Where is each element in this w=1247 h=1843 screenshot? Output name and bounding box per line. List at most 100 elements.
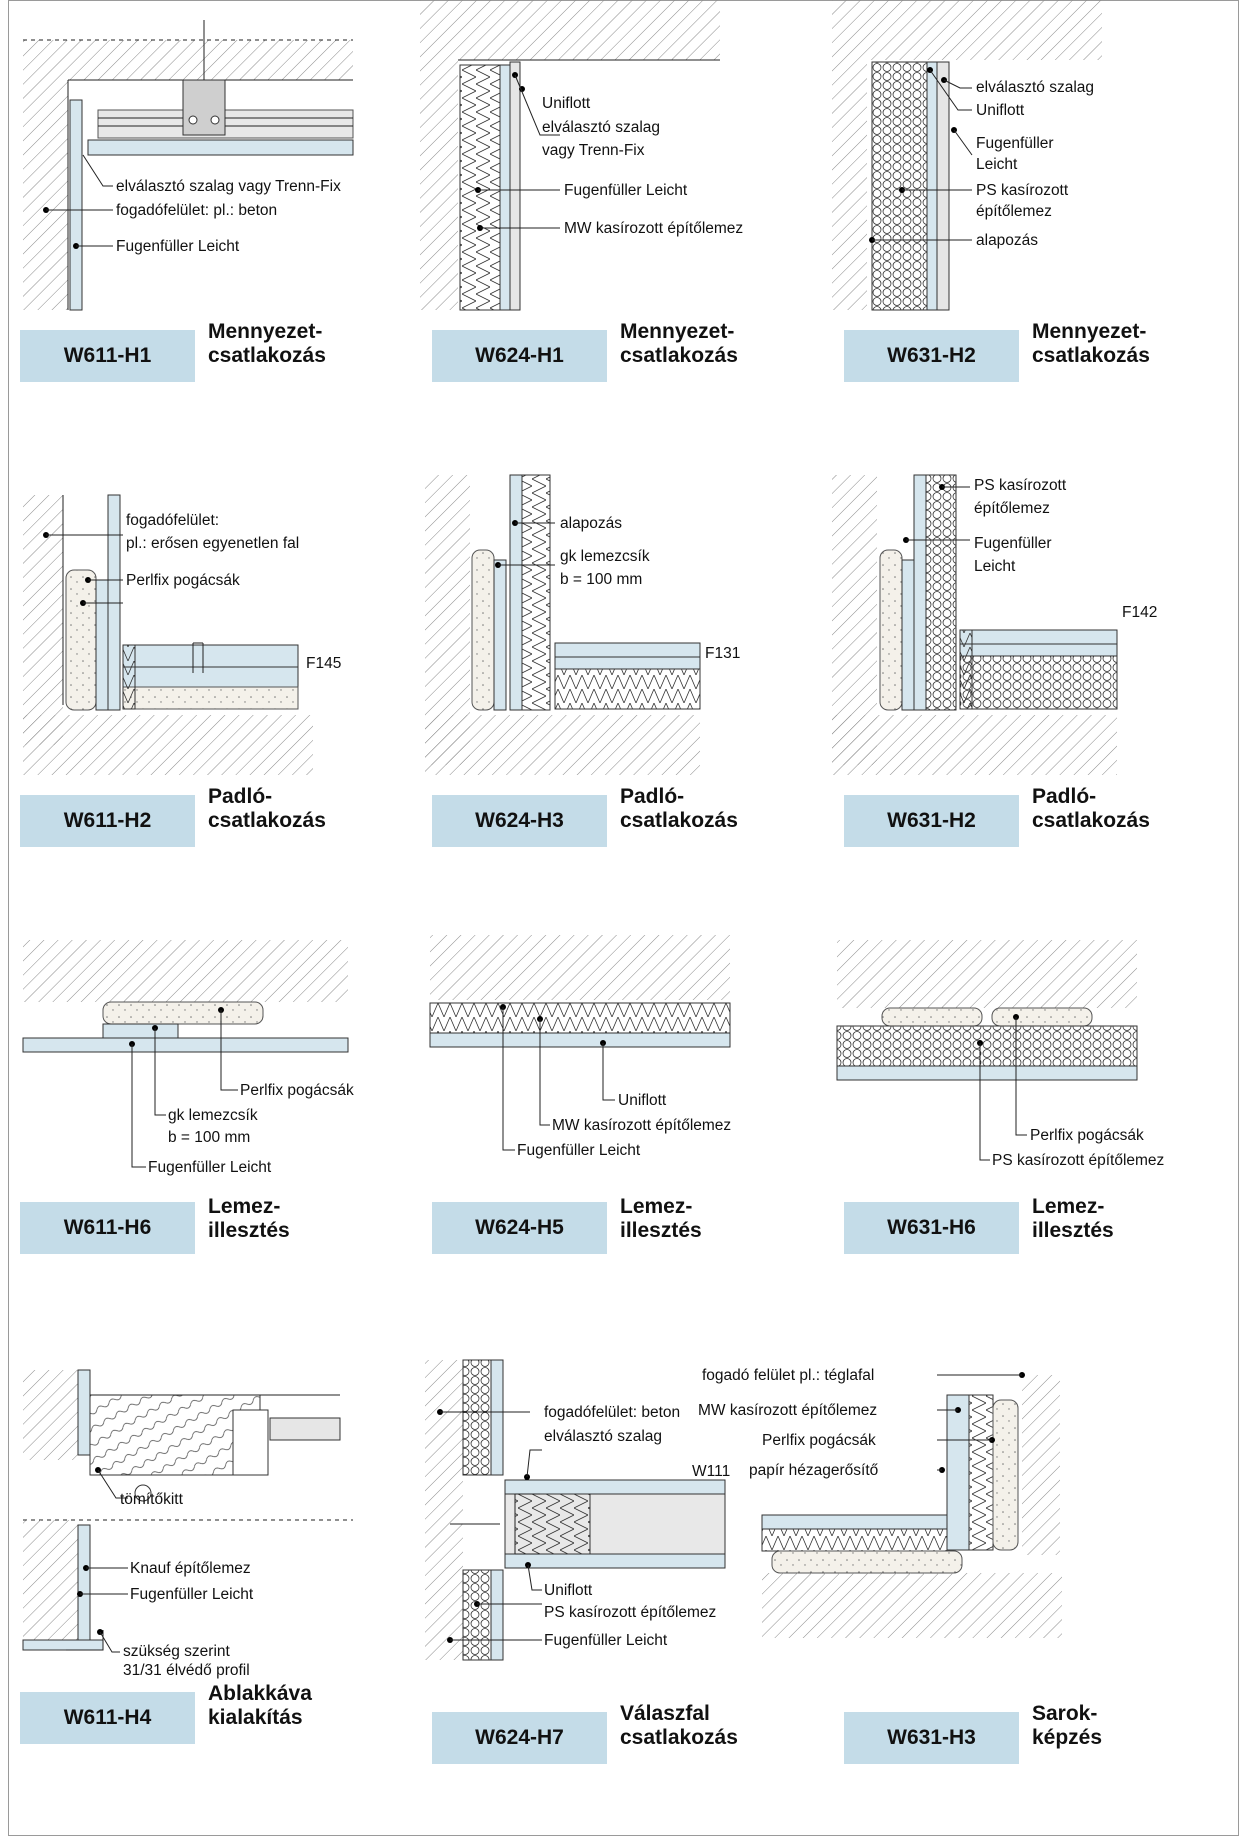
detail-caption: Mennyezet- csatlakozás [620, 320, 738, 367]
detail-caption: Lemez- illesztés [208, 1195, 290, 1242]
label: alapozás [560, 515, 622, 532]
detail-w611-h2: fogadófelület: pl.: erősen egyenetlen fa… [8, 465, 408, 915]
detail-code-badge: W631-H3 [844, 1712, 1019, 1764]
detail-w624-h3: alapozás gk lemezcsík b = 100 mm F131 W6… [420, 465, 820, 915]
detail-code-badge: W631-H2 [844, 330, 1019, 382]
detail-w624-h1: Uniflott elválasztó szalag vagy Trenn-Fi… [420, 0, 820, 450]
label: Uniflott [542, 95, 591, 112]
label: PS kasírozott [976, 182, 1069, 199]
detail-caption: Padló- csatlakozás [208, 785, 326, 832]
label: Fugenfüller [976, 135, 1054, 152]
detail-w611-h1: elválasztó szalag vagy Trenn-Fix fogadóf… [8, 0, 408, 450]
label-layer: fogadó felület pl.: téglafal MW kasírozo… [698, 1367, 878, 1479]
label: MW kasírozott építőlemez [552, 1117, 731, 1134]
detail-caption: Lemez- illesztés [620, 1195, 702, 1242]
detail-caption: Padló- csatlakozás [620, 785, 738, 832]
detail-code-badge: W611-H2 [20, 795, 195, 847]
label: Perlfix pogácsák [1030, 1127, 1144, 1144]
detail-drawing: Perlfix pogácsák PS kasírozott építőleme… [836, 940, 1164, 1169]
detail-caption: Ablakkáva kialakítás [208, 1682, 312, 1729]
label: Fugenfüller Leicht [517, 1142, 641, 1159]
label: fogadó felület pl.: téglafal [702, 1367, 874, 1384]
detail-drawing: Uniflott MW kasírozott építőlemez Fugenf… [429, 935, 731, 1159]
label: alapozás [976, 232, 1038, 249]
label: papír hézagerősítő [749, 1462, 878, 1479]
detail-code-badge: W631-H2 [844, 795, 1019, 847]
label: építőlemez [976, 203, 1052, 220]
label: vagy Trenn-Fix [542, 142, 645, 159]
detail-w631-h2-floor: PS kasírozott építőlemez Fugenfüller Lei… [832, 465, 1232, 915]
label: Fugenfüller Leicht [148, 1159, 272, 1176]
label: W111 [692, 1463, 730, 1480]
label: MW kasírozott építőlemez [698, 1402, 877, 1419]
label: PS kasírozott építőlemez [544, 1604, 716, 1621]
label: Perlfix pogácsák [126, 572, 240, 589]
label: Uniflott [976, 102, 1025, 119]
label: fogadófelület: [126, 512, 219, 529]
label: tömítőkitt [120, 1491, 184, 1508]
detail-drawing: fogadófelület: beton elválasztó szalag W… [425, 1359, 730, 1661]
label: Fugenfüller Leicht [564, 182, 688, 199]
label: PS kasírozott [974, 477, 1067, 494]
detail-caption: Válaszfal csatlakozás [620, 1702, 738, 1749]
detail-w611-h4: tömítőkitt Knauf építőlemez Fugenfüller … [8, 1340, 408, 1790]
label: elválasztó szalag vagy Trenn-Fix [116, 178, 341, 195]
label: Uniflott [618, 1092, 667, 1109]
label: elválasztó szalag [544, 1428, 662, 1445]
detail-code-badge: W624-H7 [432, 1712, 607, 1764]
label: Leicht [974, 558, 1016, 575]
label: F142 [1122, 604, 1157, 621]
detail-drawing: PS kasírozott építőlemez Fugenfüller Lei… [832, 474, 1157, 775]
detail-code-badge: W631-H6 [844, 1202, 1019, 1254]
label: Fugenfüller Leicht [130, 1586, 254, 1603]
detail-drawing: tömítőkitt Knauf építőlemez Fugenfüller … [22, 1369, 353, 1679]
detail-w631-h3: fogadó felület pl.: téglafal MW kasírozo… [698, 1340, 1232, 1790]
label: F145 [306, 655, 341, 672]
detail-code-badge: W611-H4 [20, 1692, 195, 1744]
label: építőlemez [974, 500, 1050, 517]
label: 31/31 élvédő profil [123, 1662, 250, 1679]
label: szükség szerint [123, 1643, 231, 1660]
detail-drawing: Uniflott elválasztó szalag vagy Trenn-Fi… [420, 0, 743, 311]
detail-caption: Sarok- képzés [1032, 1702, 1103, 1749]
detail-w611-h6: Perlfix pogácsák gk lemezcsík b = 100 mm… [8, 905, 408, 1355]
label: b = 100 mm [168, 1129, 250, 1146]
label: gk lemezcsík [560, 548, 650, 565]
detail-w624-h5: Uniflott MW kasírozott építőlemez Fugenf… [420, 905, 820, 1355]
detail-drawing: elválasztó szalag vagy Trenn-Fix fogadóf… [23, 20, 354, 311]
label: Fugenfüller [974, 535, 1052, 552]
detail-drawing: elválasztó szalag Uniflott Fugenfüller L… [832, 0, 1102, 311]
detail-w624-h7: fogadófelület: beton elválasztó szalag W… [420, 1340, 820, 1790]
detail-drawing [761, 1372, 1062, 1638]
label: elválasztó szalag [542, 119, 660, 136]
label: fogadófelület: pl.: beton [116, 202, 277, 219]
detail-w631-h6: Perlfix pogácsák PS kasírozott építőleme… [832, 905, 1232, 1355]
label: F131 [705, 645, 740, 662]
label: Leicht [976, 156, 1018, 173]
detail-caption: Mennyezet- csatlakozás [208, 320, 326, 367]
label: Perlfix pogácsák [762, 1432, 876, 1449]
label: MW kasírozott építőlemez [564, 220, 743, 237]
label: Uniflott [544, 1582, 593, 1599]
label: b = 100 mm [560, 571, 642, 588]
detail-code-badge: W624-H3 [432, 795, 607, 847]
detail-code-badge: W624-H1 [432, 330, 607, 382]
detail-caption: Lemez- illesztés [1032, 1195, 1114, 1242]
detail-drawing: fogadófelület: pl.: erősen egyenetlen fa… [23, 494, 341, 775]
label: Fugenfüller Leicht [116, 238, 240, 255]
label: fogadófelület: beton [544, 1404, 680, 1421]
label: PS kasírozott építőlemez [992, 1152, 1164, 1169]
detail-code-badge: W624-H5 [432, 1202, 607, 1254]
detail-drawing: Perlfix pogácsák gk lemezcsík b = 100 mm… [22, 940, 354, 1176]
label: Fugenfüller Leicht [544, 1632, 668, 1649]
label: gk lemezcsík [168, 1107, 258, 1124]
detail-w631-h2-ceiling: elválasztó szalag Uniflott Fugenfüller L… [832, 0, 1232, 450]
detail-caption: Padló- csatlakozás [1032, 785, 1150, 832]
label: elválasztó szalag [976, 79, 1094, 96]
detail-code-badge: W611-H6 [20, 1202, 195, 1254]
label: Knauf építőlemez [130, 1560, 251, 1577]
label: pl.: erősen egyenetlen fal [126, 535, 299, 552]
label: Perlfix pogácsák [240, 1082, 354, 1099]
detail-drawing: alapozás gk lemezcsík b = 100 mm F131 [425, 474, 740, 775]
detail-caption: Mennyezet- csatlakozás [1032, 320, 1150, 367]
